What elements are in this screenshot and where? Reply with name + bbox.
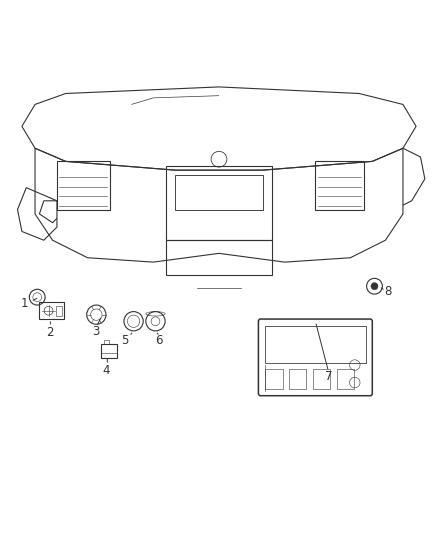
Bar <box>104 340 109 344</box>
Text: 6: 6 <box>155 335 163 348</box>
Text: 1: 1 <box>20 297 28 310</box>
Bar <box>289 369 307 389</box>
Bar <box>39 302 64 319</box>
Bar <box>56 306 62 316</box>
Bar <box>313 369 331 389</box>
Bar <box>265 369 283 389</box>
Text: 3: 3 <box>92 325 99 338</box>
Bar <box>265 326 366 363</box>
Bar <box>337 369 354 389</box>
Text: 7: 7 <box>325 370 332 383</box>
Text: 5: 5 <box>121 335 128 348</box>
Circle shape <box>371 282 378 290</box>
Text: 2: 2 <box>46 326 53 338</box>
Text: 4: 4 <box>102 364 110 377</box>
Text: 8: 8 <box>384 285 391 298</box>
Bar <box>101 344 117 359</box>
